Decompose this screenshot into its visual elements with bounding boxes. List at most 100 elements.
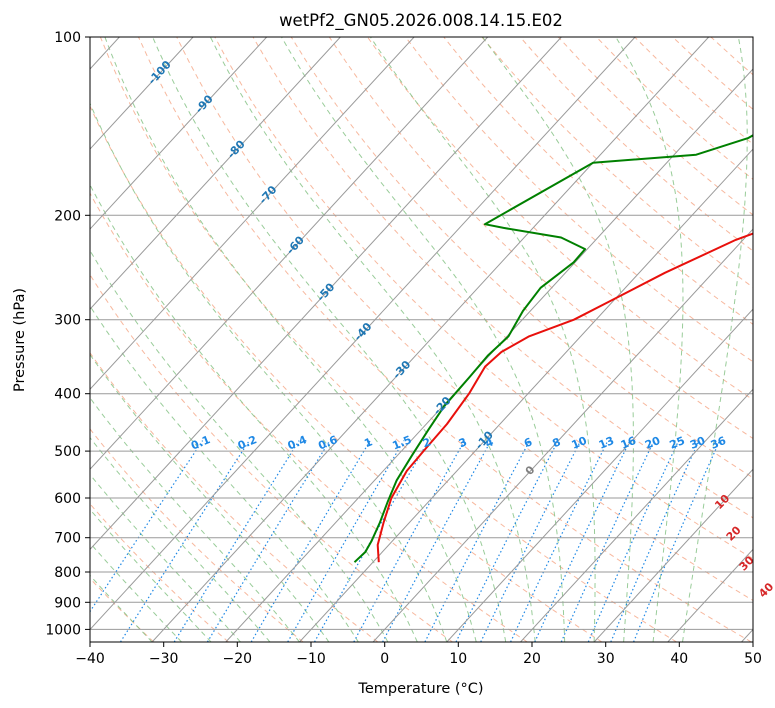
moist-adiabat	[90, 305, 359, 642]
dewpoint-line	[353, 134, 753, 563]
mixing-ratio-line	[287, 440, 405, 642]
x-tick-label: −40	[75, 651, 105, 667]
dry-adiabat	[99, 37, 677, 642]
dry-adiabat	[367, 37, 753, 401]
dry-adiabat	[443, 37, 753, 325]
y-tick-label: 400	[54, 387, 81, 403]
isotherm	[90, 37, 268, 230]
x-tick-label: −20	[223, 651, 253, 667]
mixing-ratio-label: 30	[688, 434, 707, 452]
plot-frame	[89, 36, 754, 643]
x-tick-label: 40	[670, 651, 688, 667]
moist-adiabat	[90, 436, 271, 642]
y-tick-label: 800	[54, 565, 81, 581]
mixing-ratio-line	[119, 440, 250, 642]
isotherm	[372, 228, 753, 642]
mixing-ratio-line	[610, 440, 700, 642]
mixing-ratio-line	[480, 440, 582, 642]
y-axis-title: Pressure (hPa)	[12, 288, 28, 392]
mixing-ratio-label: 25	[668, 434, 687, 452]
chart-title: wetPf2_GN05.2026.008.14.15.E02	[279, 11, 563, 31]
mixing-ratio-label: 20	[643, 434, 662, 452]
y-tick-label: 200	[54, 208, 81, 224]
x-axis-title: Temperature (°C)	[357, 681, 483, 697]
mixing-ratio-label: 36	[709, 434, 728, 452]
mixing-ratio-line	[313, 440, 430, 642]
moist-adiabat	[90, 249, 389, 642]
mixing-ratio-label: 10	[570, 434, 589, 452]
dry-adiabat	[328, 37, 753, 440]
y-tick-label: 100	[54, 30, 81, 46]
mixing-ratio-label: 2	[421, 435, 433, 450]
x-tick-label: −10	[296, 651, 326, 667]
isotherm	[593, 468, 753, 642]
mixing-ratio-label: 8	[551, 435, 563, 450]
isotherm	[90, 37, 562, 551]
mixing-ratio-line	[633, 440, 721, 642]
moist-adiabats	[90, 37, 748, 642]
isotherm	[90, 37, 341, 310]
mixing-ratio-line	[206, 440, 331, 642]
dry-adiabat	[90, 192, 528, 642]
mixing-ratio-line	[353, 440, 466, 642]
profile-series	[353, 134, 753, 563]
moist-adiabat	[615, 37, 684, 642]
temperature-line	[376, 232, 753, 563]
x-tick-label: 0	[380, 651, 389, 667]
dry-adiabat	[176, 37, 753, 601]
isotherm	[520, 388, 753, 642]
dry-adiabat	[90, 352, 379, 642]
x-tick-label: 30	[597, 651, 615, 667]
isotherm	[90, 37, 636, 631]
mixing-ratio-line	[560, 440, 655, 642]
x-tick-label: 10	[449, 651, 467, 667]
mixing-ratio-line	[250, 440, 371, 642]
mixing-ratio-label: 1	[362, 435, 374, 450]
mixing-ratio-label: 13	[597, 434, 616, 452]
isotherm	[299, 148, 753, 642]
dry-adiabat	[90, 273, 453, 642]
moist-adiabat-label: 40	[756, 580, 775, 600]
mixing-ratio-label: 16	[619, 434, 638, 452]
dry-adiabat	[214, 37, 753, 560]
moist-adiabat	[90, 473, 241, 642]
dry-adiabat	[90, 105, 603, 642]
mixing-ratio-line	[455, 440, 559, 642]
moist-adiabat	[90, 102, 448, 642]
isotherms	[90, 37, 753, 642]
dry-adiabats	[90, 37, 753, 642]
x-tick-label: 50	[744, 651, 762, 667]
moist-adiabat	[90, 353, 330, 642]
x-axis-ticks: −40 −30 −20 −10 0 10 20 30 40 50	[75, 642, 762, 667]
isotherm	[446, 308, 753, 642]
y-tick-label: 1000	[45, 622, 81, 638]
pressure-gridlines	[90, 37, 753, 630]
y-tick-label: 500	[54, 444, 81, 460]
mixing-ratio-line	[587, 440, 680, 642]
x-tick-label: −30	[149, 651, 179, 667]
y-tick-label: 700	[54, 531, 81, 547]
mixing-ratio-lines	[90, 440, 721, 642]
moist-adiabat	[281, 37, 566, 642]
x-tick-label: 20	[523, 651, 541, 667]
mixing-ratio-line	[90, 440, 204, 613]
y-tick-label: 300	[54, 313, 81, 329]
moist-adiabat	[369, 37, 596, 642]
isotherm	[90, 37, 489, 471]
dry-adiabat	[90, 428, 304, 642]
y-axis-ticks: 100 200 300 400 500 600 700 800 900 1000	[45, 30, 90, 638]
plot-background	[90, 37, 753, 642]
moist-adiabat	[104, 37, 477, 642]
moist-adiabat	[682, 37, 748, 642]
mixing-ratio-label: 3	[457, 435, 469, 450]
moist-adiabat	[90, 183, 418, 642]
isotherm	[90, 37, 194, 150]
mixing-ratio-line	[173, 440, 300, 642]
isotherm	[90, 37, 415, 391]
mixing-ratio-line	[382, 440, 492, 642]
y-tick-label: 600	[54, 491, 81, 507]
moist-adiabat	[482, 37, 634, 642]
isotherm	[151, 37, 710, 642]
moist-adiabat	[152, 37, 507, 642]
